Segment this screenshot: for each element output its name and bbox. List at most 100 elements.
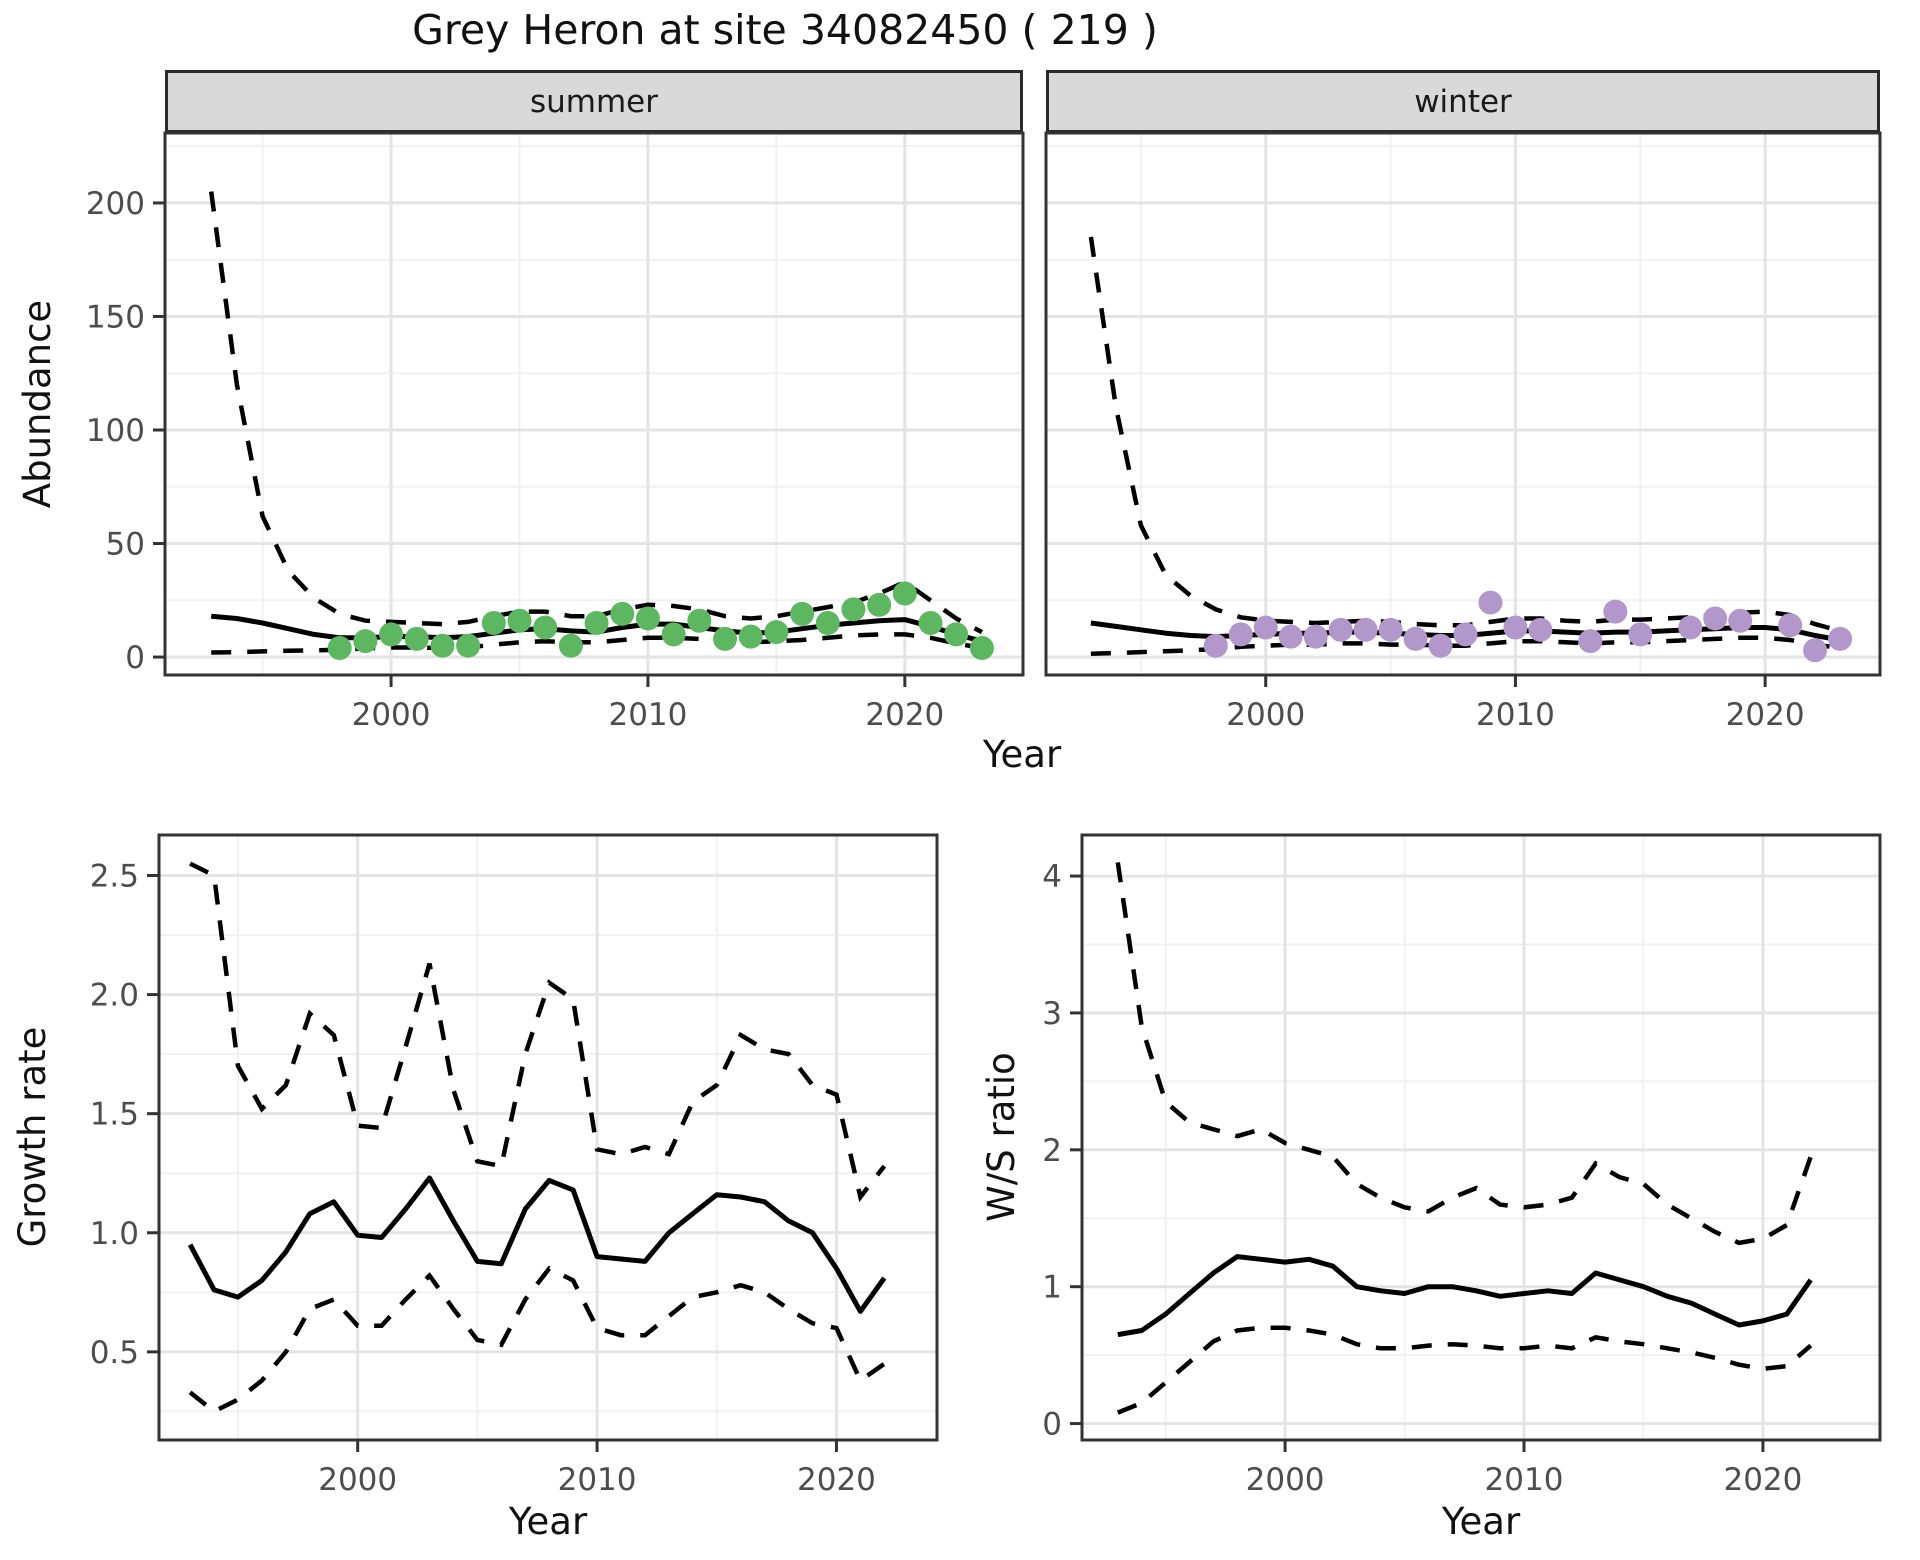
y-tick-label: 100: [86, 413, 145, 449]
summer-observation-point: [558, 633, 583, 658]
y-tick-label: 0: [125, 640, 145, 676]
summer-observation-point: [944, 622, 969, 647]
growth-panel: 2000 2010 2020 0.5 1.0 1.5 2.0 2.5: [90, 833, 939, 1498]
x-tick-label: 2000: [1226, 697, 1305, 733]
winter-panel: 2000 2010 2020: [1044, 131, 1882, 733]
ws-panel-border: [1080, 833, 1882, 1442]
winter-observation-point: [1578, 629, 1603, 654]
winter-observation-point: [1403, 626, 1428, 651]
summer-observation-point: [867, 592, 892, 617]
ws-panel: 2000 2010 2020 0 1 2 3 4: [1042, 833, 1882, 1498]
winter-observation-point: [1778, 613, 1803, 638]
summer-observation-point: [841, 597, 866, 622]
y-axis-label-ws-ratio: W/S ratio: [980, 1052, 1023, 1222]
ws-panel-background: [1082, 835, 1880, 1440]
winter-observation-point: [1378, 617, 1403, 642]
summer-observation-point: [507, 608, 532, 633]
winter-observation-point: [1203, 633, 1228, 658]
winter-panel-border: [1044, 131, 1882, 677]
winter-observation-point: [1278, 624, 1303, 649]
summer-observation-point: [635, 606, 660, 631]
winter-observation-point: [1678, 615, 1703, 640]
ws-fitted-line: [1117, 1254, 1813, 1338]
summer-panel: 2000 2010 2020 0 50 100 150 200: [86, 131, 1025, 733]
y-tick-label: 3: [1042, 996, 1062, 1032]
summer-observation-point: [610, 601, 635, 626]
y-tick-label: 0: [1042, 1407, 1062, 1443]
y-tick-label: 4: [1042, 859, 1062, 895]
growth-fitted-line: [187, 1175, 887, 1314]
winter-observation-point: [1803, 638, 1828, 663]
summer-observation-point: [456, 633, 481, 658]
summer-panel-background: [165, 133, 1023, 675]
y-tick-label: 150: [86, 299, 145, 335]
summer-observation-point: [353, 629, 378, 654]
winter-observation-point: [1828, 626, 1853, 651]
y-tick-label: 1: [1042, 1270, 1062, 1306]
growth-panel-border: [157, 833, 939, 1442]
ws-lower-ci-line: [1116, 1325, 1813, 1415]
y-tick-label: 50: [106, 527, 145, 563]
x-tick-label: 2000: [318, 1462, 397, 1498]
summer-observation-point: [379, 622, 404, 647]
winter-observation-point: [1478, 590, 1503, 615]
summer-observation-point: [918, 611, 943, 636]
ws-upper-ci-line: [1115, 862, 1813, 1246]
x-tick-label: 2020: [797, 1462, 876, 1498]
winter-observation-point: [1728, 608, 1753, 633]
growth-panel-background: [159, 835, 937, 1440]
winter-observation-point: [1703, 606, 1728, 631]
facet-strip-summer: summer: [165, 70, 1023, 133]
growth-upper-ci-line: [189, 861, 887, 1203]
winter-observation-point: [1328, 617, 1353, 642]
summer-panel-border: [163, 131, 1025, 677]
x-tick-label: 2020: [1726, 697, 1805, 733]
y-tick-label: 2.5: [90, 858, 139, 894]
y-tick-label: 200: [86, 186, 145, 222]
y-axis-label-growth-rate: Growth rate: [11, 1026, 54, 1248]
summer-observation-point: [892, 581, 917, 606]
winter-observation-point: [1453, 622, 1478, 647]
summer-observation-point: [404, 626, 429, 651]
summer-observation-point: [764, 620, 789, 645]
x-tick-label: 2020: [865, 697, 944, 733]
summer-observation-point: [481, 611, 506, 636]
summer-observation-point: [713, 626, 738, 651]
x-axis-label-year-top: Year: [982, 733, 1062, 776]
x-tick-label: 2010: [1476, 697, 1555, 733]
y-tick-label: 1.5: [90, 1097, 139, 1133]
summer-observation-point: [969, 635, 994, 660]
winter-observation-point: [1353, 617, 1378, 642]
summer-observation-point: [533, 615, 558, 640]
y-tick-label: 2.0: [90, 978, 139, 1014]
summer-observation-point: [327, 635, 352, 660]
y-tick-label: 1.0: [90, 1216, 139, 1252]
chart-title: Grey Heron at site 34082450 ( 219 ): [412, 6, 1158, 54]
x-tick-label: 2000: [1246, 1462, 1325, 1498]
y-tick-label: 0.5: [90, 1335, 139, 1371]
summer-observation-point: [687, 608, 712, 633]
growth-lower-ci-line: [188, 1265, 886, 1415]
winter-observation-point: [1603, 599, 1628, 624]
y-axis-label-abundance: Abundance: [16, 299, 59, 509]
y-tick-label: 2: [1042, 1133, 1062, 1169]
summer-observation-point: [738, 624, 763, 649]
x-tick-label: 2010: [558, 1462, 637, 1498]
facet-strip-winter: winter: [1046, 70, 1880, 133]
x-tick-label: 2000: [352, 697, 431, 733]
winter-observation-point: [1528, 617, 1553, 642]
x-axis-label-year-bottom-right: Year: [1441, 1500, 1521, 1543]
x-tick-label: 2020: [1723, 1462, 1802, 1498]
x-tick-label: 2010: [608, 697, 687, 733]
winter-observation-point: [1428, 633, 1453, 658]
winter-panel-background: [1046, 133, 1880, 675]
winter-observation-point: [1303, 624, 1328, 649]
winter-observation-point: [1228, 622, 1253, 647]
x-axis-label-year-bottom-left: Year: [508, 1500, 588, 1543]
winter-observation-point: [1503, 615, 1528, 640]
summer-observation-point: [790, 601, 815, 626]
winter-observation-point: [1253, 615, 1278, 640]
summer-observation-point: [815, 611, 840, 636]
